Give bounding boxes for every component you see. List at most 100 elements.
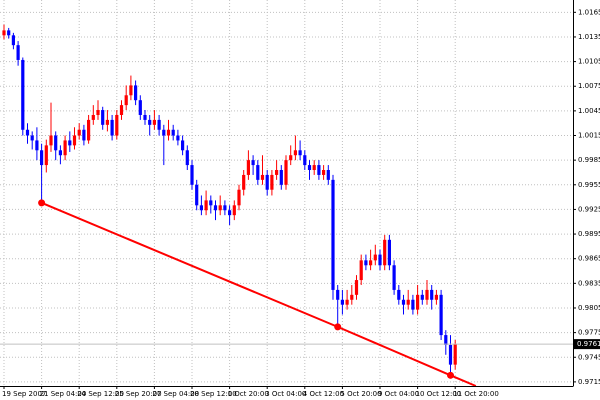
candle-body — [237, 189, 241, 206]
candle-body — [209, 200, 213, 206]
y-tick-label: 0.9895 — [578, 230, 600, 238]
candle-body — [77, 129, 81, 136]
y-tick-label: 0.9985 — [578, 156, 600, 164]
candle-body — [152, 119, 156, 125]
x-tick-label: 24 Sep 12:00 — [77, 390, 124, 398]
candle-body — [251, 160, 255, 166]
x-tick-label: 1 Oct 20:00 — [228, 390, 269, 398]
x-tick-label: 10 Oct 12:00 — [416, 390, 462, 398]
y-tick-label: 0.9955 — [578, 181, 600, 189]
trendline-extension — [450, 374, 477, 387]
candle-body — [181, 140, 185, 151]
candle-body — [383, 239, 387, 266]
candle-body — [232, 205, 236, 216]
candle-body — [397, 289, 401, 300]
candle-body — [21, 59, 25, 130]
candle-body — [373, 254, 377, 261]
candle-body — [303, 155, 307, 166]
candle-body — [279, 170, 283, 185]
y-tick-label: 0.9805 — [578, 304, 600, 312]
candle-body — [406, 299, 410, 305]
candle-body — [68, 140, 72, 146]
y-tick-label: 1.0105 — [578, 58, 600, 66]
candle-body — [420, 294, 424, 300]
x-tick-label: 28 Sep 12:00 — [190, 390, 237, 398]
candle-body — [16, 45, 20, 60]
candle-body — [246, 160, 250, 175]
y-tick-label: 0.9775 — [578, 329, 600, 337]
y-tick-label: 1.0015 — [578, 132, 600, 140]
candle-body — [157, 119, 161, 130]
candle-body — [411, 299, 415, 310]
candle-body — [72, 135, 77, 146]
candle-body — [30, 135, 34, 141]
candle-body — [270, 174, 274, 190]
candle-body — [444, 335, 448, 345]
candle-body — [289, 155, 293, 161]
candle-body — [7, 30, 11, 36]
candle-body — [166, 129, 171, 136]
candle-body — [322, 170, 326, 175]
candle-body — [91, 114, 95, 120]
candle-body — [87, 119, 91, 141]
candle-body — [218, 205, 222, 211]
x-tick-label: 9 Oct 04:00 — [378, 390, 419, 398]
candle-body — [340, 299, 344, 305]
y-tick-label: 1.0075 — [578, 82, 600, 90]
candle-body — [242, 174, 246, 190]
x-tick-label: 25 Sep 20:00 — [115, 390, 162, 398]
candle-body — [25, 129, 30, 136]
candle-body — [354, 280, 359, 295]
candle-body — [369, 260, 373, 266]
candle-body — [40, 150, 44, 166]
candle-body — [58, 150, 62, 156]
candle-body — [190, 165, 194, 185]
candle-body — [430, 289, 434, 300]
trendline-point — [334, 323, 342, 331]
candle-body — [2, 30, 6, 36]
candle-body — [275, 170, 279, 175]
candle-body — [105, 119, 109, 125]
candle-body — [138, 100, 142, 115]
candle-body — [448, 344, 453, 365]
y-tick-label: 0.9835 — [578, 279, 600, 287]
x-tick-label: 11 Oct 20:00 — [453, 390, 499, 398]
candle-body — [101, 110, 105, 125]
candle-body — [345, 299, 349, 305]
candle-body — [434, 294, 438, 300]
candle-body — [401, 299, 406, 305]
candle-body — [171, 129, 175, 136]
candle-body — [364, 260, 368, 266]
candle-body — [228, 210, 232, 216]
candle-body — [256, 165, 260, 180]
candle-body — [312, 165, 316, 171]
candle-body — [213, 205, 218, 211]
candle-body — [223, 205, 227, 211]
candle-body — [11, 35, 15, 46]
y-tick-label: 0.9925 — [578, 205, 600, 213]
candle-body — [115, 114, 119, 136]
candle-body — [204, 200, 208, 211]
trendline-point — [447, 371, 454, 379]
y-tick-label: 1.0045 — [578, 107, 600, 115]
candle-body — [439, 294, 443, 336]
candle-body — [134, 85, 138, 101]
candle-body — [49, 135, 53, 146]
candle-body — [162, 129, 166, 136]
candle-body — [260, 174, 265, 180]
y-tick-label: 0.9715 — [578, 378, 600, 386]
candle-body — [265, 174, 269, 190]
candle-body — [336, 289, 340, 300]
y-tick-label: 0.9865 — [578, 255, 600, 263]
candle-body — [293, 150, 297, 156]
candle-body — [359, 260, 363, 281]
candle-body — [453, 344, 457, 365]
x-tick-label: 21 Sep 04:00 — [40, 390, 87, 398]
candle-body — [350, 294, 354, 300]
candle-body — [129, 85, 133, 96]
candle-body — [298, 150, 302, 156]
candle-body — [124, 95, 128, 106]
candle-body — [307, 165, 312, 171]
candle-body — [199, 205, 203, 211]
